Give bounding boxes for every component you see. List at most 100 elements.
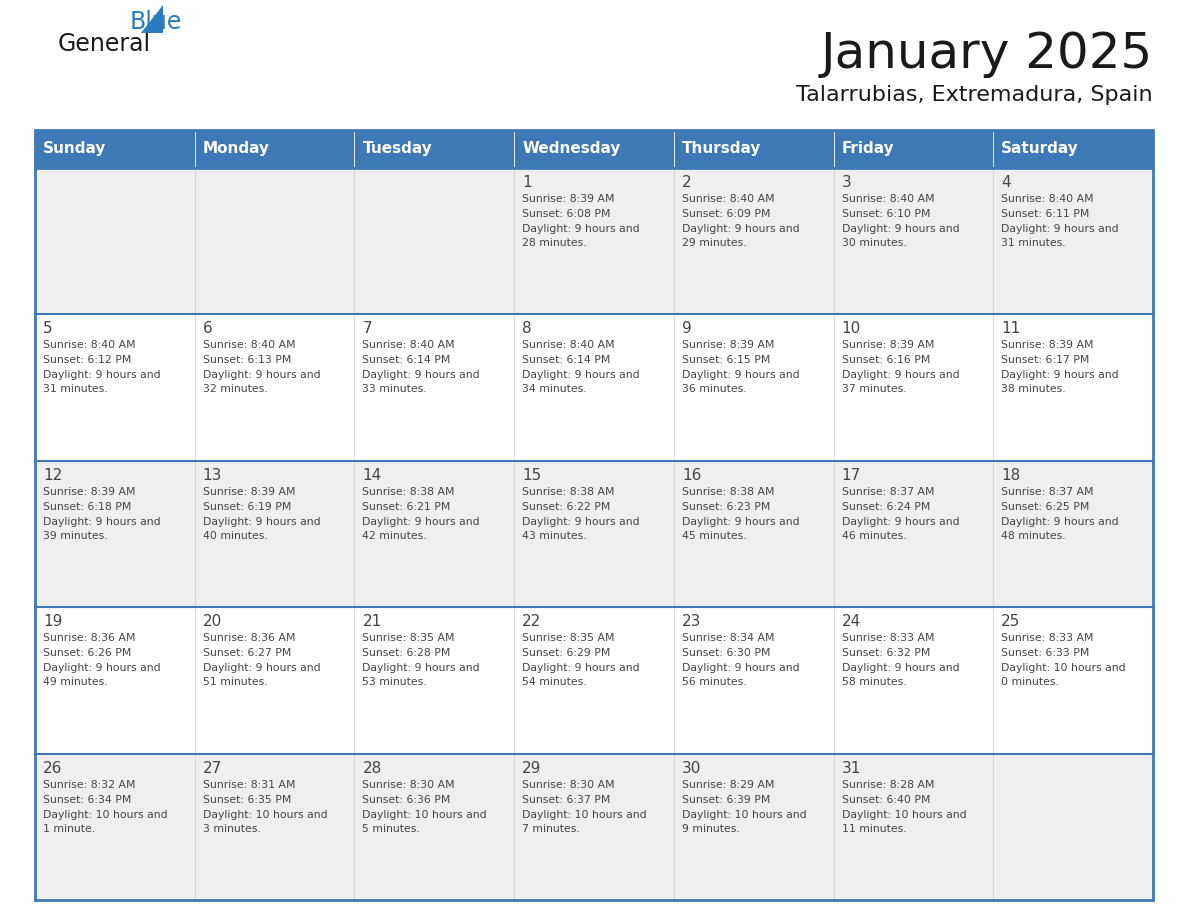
Text: Daylight: 9 hours and: Daylight: 9 hours and (523, 517, 640, 527)
Bar (514, 314, 674, 461)
Text: Daylight: 9 hours and: Daylight: 9 hours and (203, 517, 321, 527)
Bar (195, 754, 354, 900)
Text: Sunset: 6:34 PM: Sunset: 6:34 PM (43, 795, 132, 804)
Text: Tuesday: Tuesday (362, 141, 432, 156)
Text: 5 minutes.: 5 minutes. (362, 823, 421, 834)
Text: Sunset: 6:25 PM: Sunset: 6:25 PM (1001, 502, 1089, 512)
Text: Friday: Friday (841, 141, 895, 156)
Text: 5: 5 (43, 321, 52, 336)
Text: Sunset: 6:23 PM: Sunset: 6:23 PM (682, 502, 770, 512)
Text: Sunrise: 8:40 AM: Sunrise: 8:40 AM (43, 341, 135, 351)
Text: Sunrise: 8:32 AM: Sunrise: 8:32 AM (43, 779, 135, 789)
Bar (195, 314, 354, 461)
Text: 15: 15 (523, 468, 542, 483)
Text: Sunset: 6:19 PM: Sunset: 6:19 PM (203, 502, 291, 512)
Bar (34, 130, 195, 168)
Text: Sunset: 6:12 PM: Sunset: 6:12 PM (43, 355, 132, 365)
Text: 45 minutes.: 45 minutes. (682, 531, 746, 541)
Bar (354, 168, 514, 314)
Text: Sunset: 6:08 PM: Sunset: 6:08 PM (523, 209, 611, 219)
Text: 46 minutes.: 46 minutes. (841, 531, 906, 541)
Text: Sunrise: 8:29 AM: Sunrise: 8:29 AM (682, 779, 775, 789)
Text: Sunset: 6:33 PM: Sunset: 6:33 PM (1001, 648, 1089, 658)
Text: Sunrise: 8:28 AM: Sunrise: 8:28 AM (841, 779, 934, 789)
Text: Daylight: 10 hours and: Daylight: 10 hours and (841, 810, 966, 820)
Text: Sunset: 6:35 PM: Sunset: 6:35 PM (203, 795, 291, 804)
Text: 18: 18 (1001, 468, 1020, 483)
Text: 23: 23 (682, 614, 701, 629)
Text: 34 minutes.: 34 minutes. (523, 385, 587, 395)
Text: Daylight: 9 hours and: Daylight: 9 hours and (682, 663, 800, 673)
Text: Sunset: 6:17 PM: Sunset: 6:17 PM (1001, 355, 1089, 365)
Bar (195, 130, 354, 168)
Bar (834, 754, 993, 900)
Text: Sunrise: 8:35 AM: Sunrise: 8:35 AM (523, 633, 614, 644)
Bar (514, 130, 674, 168)
Text: 43 minutes.: 43 minutes. (523, 531, 587, 541)
Bar (834, 314, 993, 461)
Text: January 2025: January 2025 (821, 30, 1154, 78)
Text: Sunrise: 8:38 AM: Sunrise: 8:38 AM (362, 487, 455, 497)
Text: Sunrise: 8:39 AM: Sunrise: 8:39 AM (523, 194, 614, 204)
Text: Sunrise: 8:39 AM: Sunrise: 8:39 AM (1001, 341, 1094, 351)
Text: Sunrise: 8:35 AM: Sunrise: 8:35 AM (362, 633, 455, 644)
Bar (354, 754, 514, 900)
Text: Daylight: 10 hours and: Daylight: 10 hours and (682, 810, 807, 820)
Text: 7: 7 (362, 321, 372, 336)
Text: Sunset: 6:36 PM: Sunset: 6:36 PM (362, 795, 450, 804)
Bar (354, 461, 514, 607)
Bar (354, 314, 514, 461)
Text: 11: 11 (1001, 321, 1020, 336)
Text: Sunrise: 8:36 AM: Sunrise: 8:36 AM (43, 633, 135, 644)
Text: Sunrise: 8:40 AM: Sunrise: 8:40 AM (1001, 194, 1094, 204)
Bar (354, 607, 514, 754)
Bar (834, 607, 993, 754)
Text: Sunday: Sunday (43, 141, 107, 156)
Text: Sunrise: 8:37 AM: Sunrise: 8:37 AM (1001, 487, 1094, 497)
Text: 2: 2 (682, 175, 691, 190)
Text: Sunrise: 8:38 AM: Sunrise: 8:38 AM (523, 487, 614, 497)
Text: 14: 14 (362, 468, 381, 483)
Text: Sunrise: 8:31 AM: Sunrise: 8:31 AM (203, 779, 295, 789)
Text: Daylight: 9 hours and: Daylight: 9 hours and (682, 224, 800, 234)
Text: 20: 20 (203, 614, 222, 629)
Text: Sunrise: 8:38 AM: Sunrise: 8:38 AM (682, 487, 775, 497)
Text: 40 minutes.: 40 minutes. (203, 531, 267, 541)
Text: 1: 1 (523, 175, 532, 190)
Text: Daylight: 9 hours and: Daylight: 9 hours and (523, 224, 640, 234)
Text: Sunset: 6:29 PM: Sunset: 6:29 PM (523, 648, 611, 658)
Text: Daylight: 9 hours and: Daylight: 9 hours and (362, 517, 480, 527)
Text: 16: 16 (682, 468, 701, 483)
Text: Sunset: 6:22 PM: Sunset: 6:22 PM (523, 502, 611, 512)
Bar (195, 461, 354, 607)
Text: 11 minutes.: 11 minutes. (841, 823, 906, 834)
Bar (674, 130, 834, 168)
Bar (34, 461, 195, 607)
Text: General: General (58, 32, 151, 56)
Bar (834, 130, 993, 168)
Text: Daylight: 9 hours and: Daylight: 9 hours and (43, 517, 160, 527)
Text: 30 minutes.: 30 minutes. (841, 238, 906, 248)
Bar (993, 754, 1154, 900)
Text: 10: 10 (841, 321, 861, 336)
Text: Sunrise: 8:34 AM: Sunrise: 8:34 AM (682, 633, 775, 644)
Text: 25: 25 (1001, 614, 1020, 629)
Text: 31 minutes.: 31 minutes. (43, 385, 108, 395)
Text: 17: 17 (841, 468, 861, 483)
Text: Daylight: 9 hours and: Daylight: 9 hours and (1001, 224, 1119, 234)
Bar (514, 607, 674, 754)
Text: Sunset: 6:10 PM: Sunset: 6:10 PM (841, 209, 930, 219)
Bar (195, 607, 354, 754)
Text: Daylight: 9 hours and: Daylight: 9 hours and (841, 663, 959, 673)
Text: 24: 24 (841, 614, 861, 629)
Text: 7 minutes.: 7 minutes. (523, 823, 580, 834)
Text: 4: 4 (1001, 175, 1011, 190)
Bar (993, 461, 1154, 607)
Bar (34, 754, 195, 900)
Text: Sunrise: 8:30 AM: Sunrise: 8:30 AM (362, 779, 455, 789)
Text: 31 minutes.: 31 minutes. (1001, 238, 1066, 248)
Text: 33 minutes.: 33 minutes. (362, 385, 426, 395)
Text: Monday: Monday (203, 141, 270, 156)
Text: Daylight: 10 hours and: Daylight: 10 hours and (203, 810, 328, 820)
Text: Sunrise: 8:33 AM: Sunrise: 8:33 AM (841, 633, 934, 644)
